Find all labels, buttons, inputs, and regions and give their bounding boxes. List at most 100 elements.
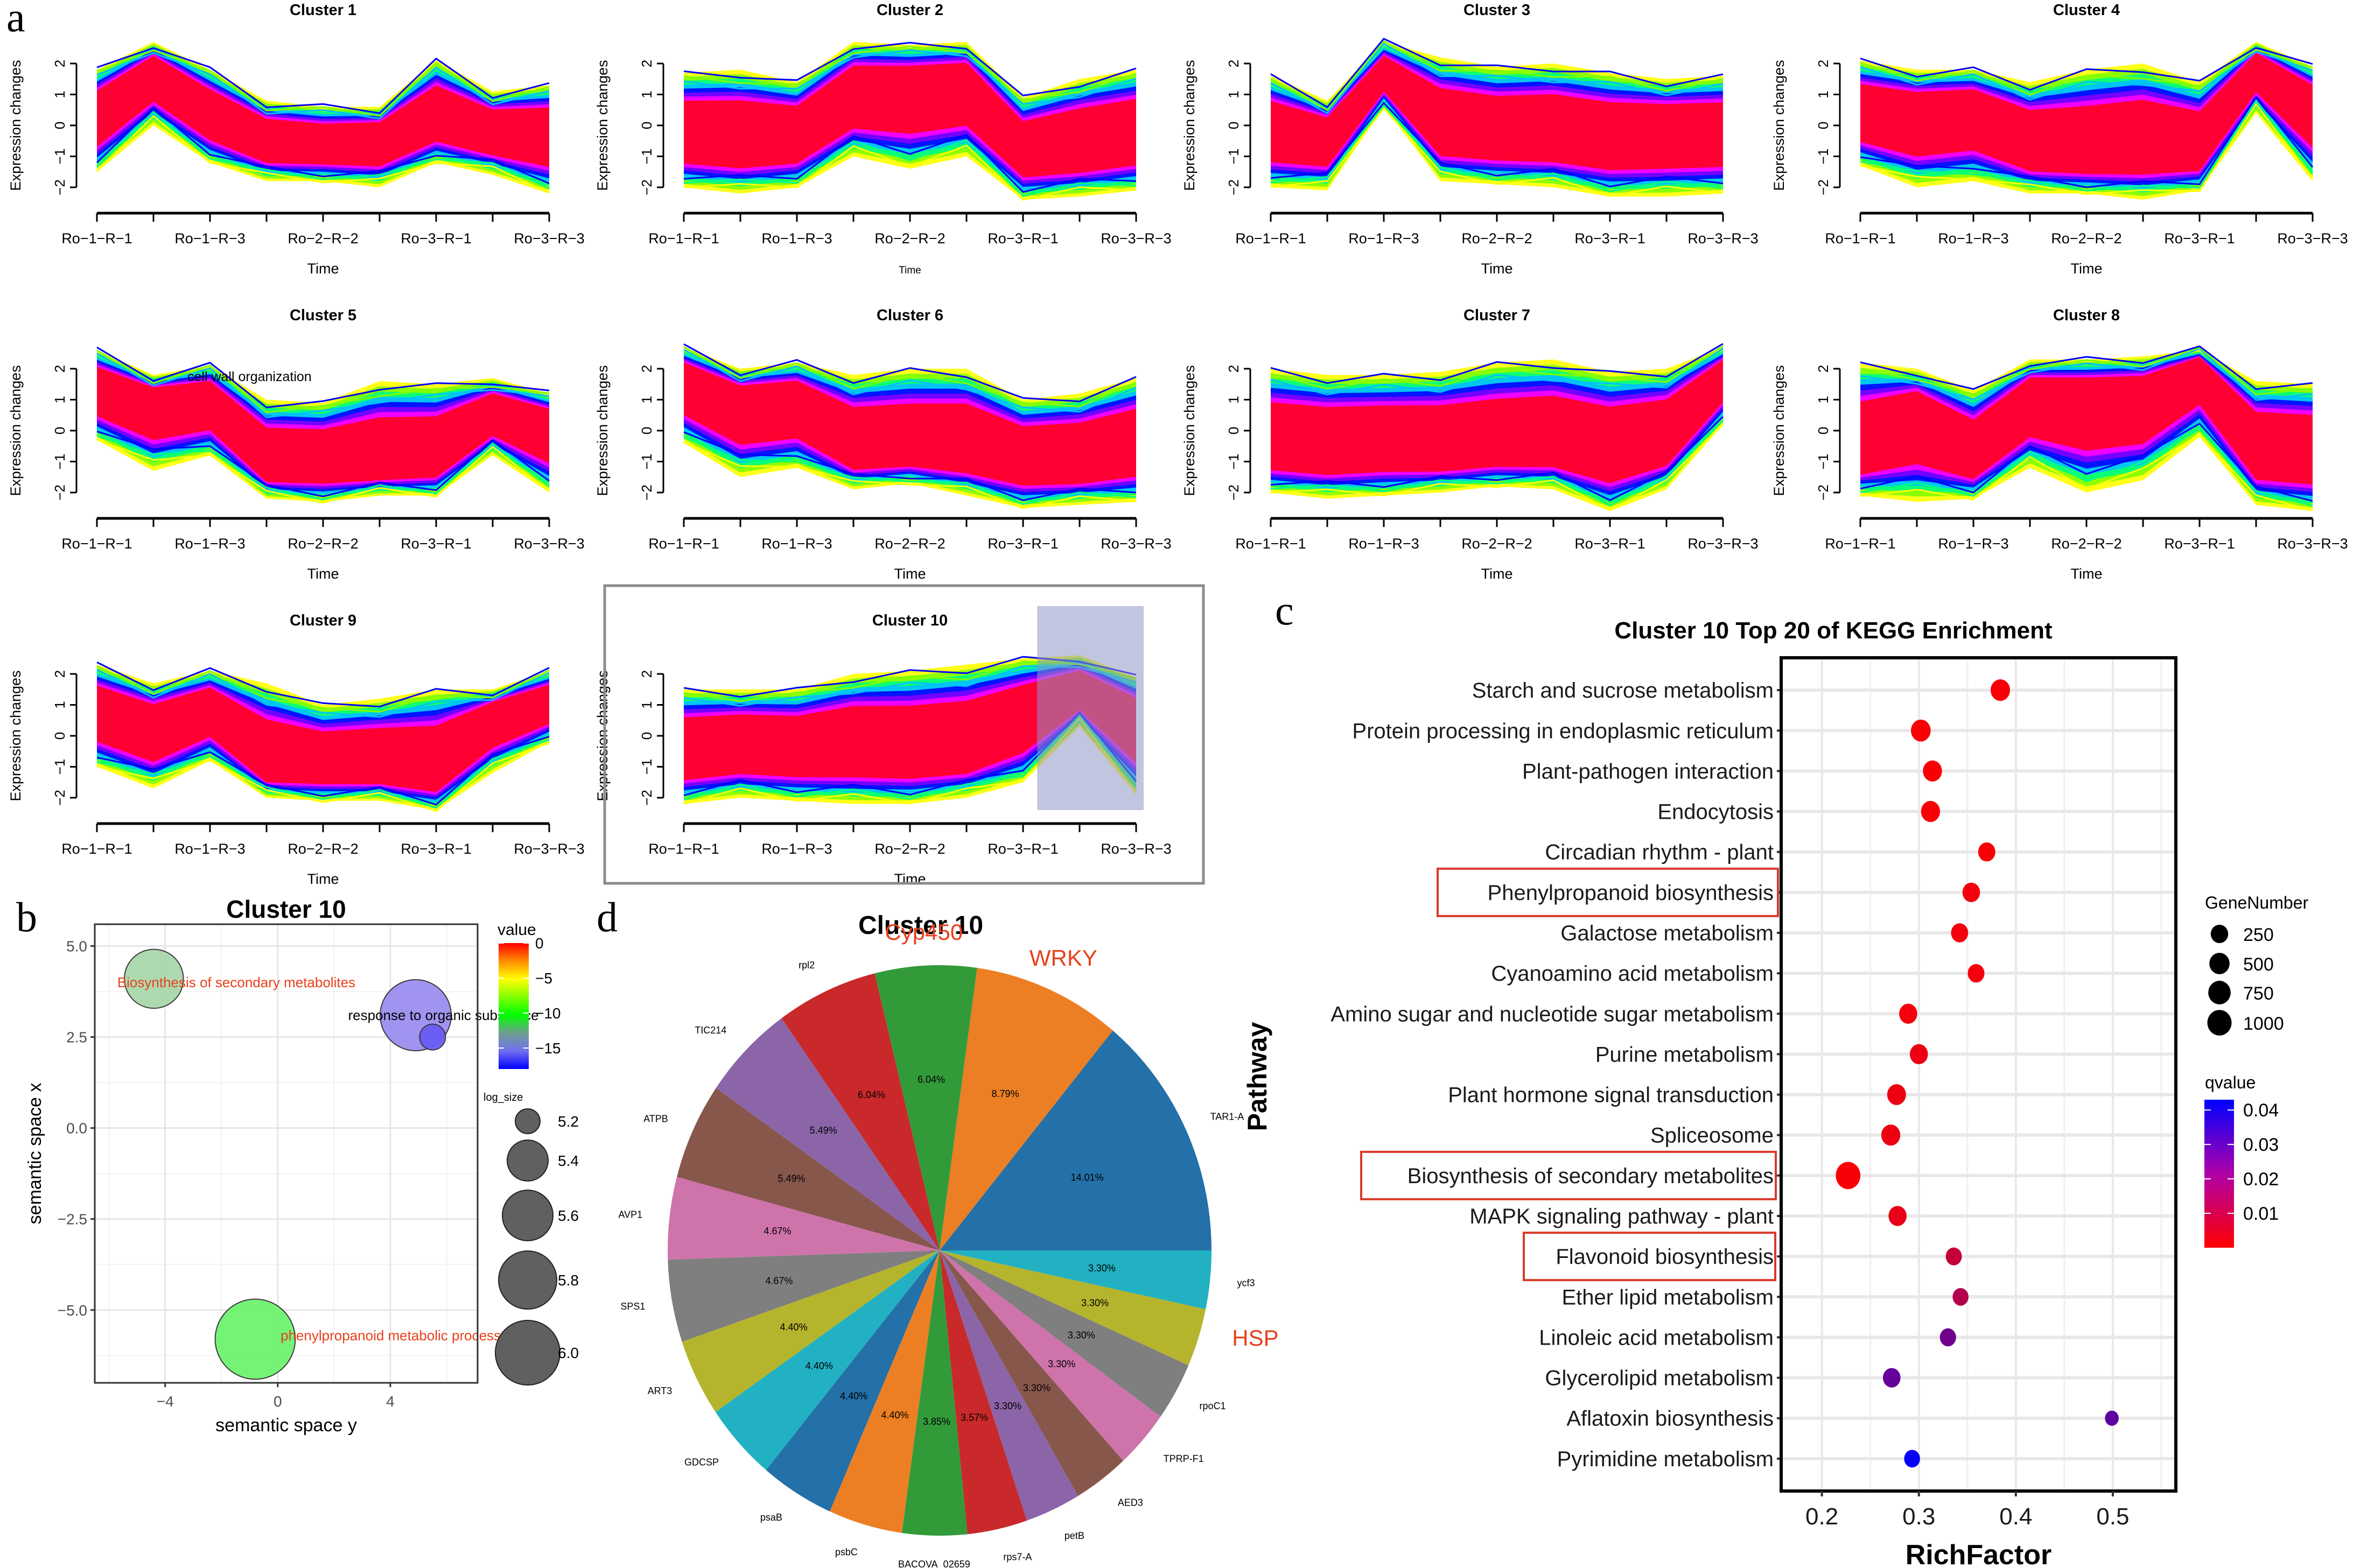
y-tick-label: −5.0 xyxy=(58,1302,87,1319)
kegg-enrichment-panel: Cluster 10 Top 20 of KEGG Enrichment Star… xyxy=(1242,617,2308,1568)
cluster-band xyxy=(1271,360,1723,483)
y-tick-label: −2.5 xyxy=(58,1211,87,1228)
pie-slice-label: AVP1 xyxy=(618,1210,642,1220)
cluster-title: Cluster 10 xyxy=(872,612,948,629)
y-tick-label: 2 xyxy=(1225,365,1242,372)
x-axis-label: Time xyxy=(899,265,921,276)
gene-profile-line xyxy=(1270,347,1724,396)
x-tick-label: 0.4 xyxy=(1999,1503,2032,1530)
x-tick-label: Ro−3−R−3 xyxy=(1687,536,1758,552)
x-axis-label: RichFactor xyxy=(1906,1539,2052,1568)
x-tick-label: Ro−3−R−1 xyxy=(2164,536,2235,552)
y-tick-label: 2 xyxy=(1815,365,1831,372)
kegg-dot xyxy=(1962,882,1980,902)
qvalue-legend-label: 0.03 xyxy=(2243,1135,2279,1155)
pathway-label: Circadian rhythm - plant xyxy=(1545,841,1774,864)
y-tick-label: −2 xyxy=(52,790,68,806)
pie-slice xyxy=(940,1250,1206,1366)
x-tick-label: Ro−3−R−3 xyxy=(1687,230,1758,247)
x-tick-label: 4 xyxy=(386,1393,395,1410)
pathway-label: Cyanoamino acid metabolism xyxy=(1491,962,1774,986)
genenumber-legend-label: 250 xyxy=(2243,925,2274,945)
x-tick-label: Ro−3−R−3 xyxy=(514,536,584,552)
gene-profile-line xyxy=(683,41,1137,97)
semantic-frame xyxy=(94,923,479,1384)
x-tick-label: Ro−3−R−1 xyxy=(401,841,471,857)
x-tick-label: Ro−1−R−1 xyxy=(1825,230,1895,247)
kegg-dot xyxy=(1951,923,1969,943)
y-tick-label: −1 xyxy=(52,454,68,470)
gene-profile-line xyxy=(683,49,1137,105)
y-tick-label: −2 xyxy=(1225,179,1242,195)
gene-profile-line xyxy=(683,45,1137,101)
genenumber-legend-dot xyxy=(2207,1010,2232,1036)
gene-profile-line xyxy=(683,133,1137,193)
x-axis-label: Time xyxy=(307,871,339,887)
x-axis-label: Time xyxy=(894,566,926,582)
cluster-band xyxy=(684,362,1136,486)
gene-profile-line xyxy=(96,349,550,413)
x-tick-label: Ro−1−R−1 xyxy=(648,841,719,857)
gene-profile-line xyxy=(1270,107,1724,197)
gene-profile-line xyxy=(1860,345,2313,390)
kegg-dot xyxy=(1899,1003,1917,1024)
pathway-label: Aflatoxin biosynthesis xyxy=(1566,1407,1774,1431)
pathway-label: Amino sugar and nucleotide sugar metabol… xyxy=(1330,1002,1774,1026)
pie-slice xyxy=(682,1250,940,1412)
gene-profile-line xyxy=(96,665,550,713)
x-tick-label: Ro−1−R−1 xyxy=(1235,536,1306,552)
y-tick-label: 1 xyxy=(639,90,655,98)
x-tick-label: Ro−3−R−1 xyxy=(1574,536,1645,552)
pie-pct-label: 4.40% xyxy=(840,1390,867,1401)
x-tick-label: Ro−1−R−1 xyxy=(61,536,132,552)
x-tick-label: Ro−1−R−3 xyxy=(1348,230,1419,247)
pathway-label: Pyrimidine metabolism xyxy=(1557,1447,1774,1471)
y-axis-label: Pathway xyxy=(1242,1022,1272,1131)
pathway-highlight-box xyxy=(1360,1150,1777,1200)
gene-profile-line xyxy=(96,115,550,194)
y-axis-label: Expression changes xyxy=(8,60,24,191)
x-tick-label: Ro−1−R−1 xyxy=(1235,230,1306,247)
gene-profile-line xyxy=(1270,416,1724,502)
y-tick-label: 0 xyxy=(52,122,68,129)
y-axis-label: Expression changes xyxy=(1181,365,1197,496)
cluster-plot: Cluster 8 −2 −1 0 1 2 Expression changes Ro−1−R… xyxy=(1771,307,2348,582)
x-tick-label: Ro−3−R−3 xyxy=(1101,230,1171,247)
x-tick-label: Ro−3−R−3 xyxy=(514,230,584,247)
x-tick-label: Ro−3−R−1 xyxy=(988,841,1058,857)
cluster-plot: Cluster 4 −2 −1 0 1 2 Expression changes Ro−1−R… xyxy=(1771,2,2348,277)
pie-slice-label: psbC xyxy=(835,1547,858,1558)
y-tick-label: −1 xyxy=(1815,454,1831,470)
pie-slice xyxy=(940,1250,1027,1535)
qvalue-legend-title: qvalue xyxy=(2205,1073,2256,1092)
y-axis-label: Expression changes xyxy=(8,365,24,496)
x-tick-label: Ro−2−R−2 xyxy=(2051,536,2121,552)
semantic-bubble xyxy=(214,1298,296,1380)
bubble-label: phenylpropanoid metabolic process xyxy=(281,1327,501,1344)
pathway-highlight-box xyxy=(1437,867,1779,917)
cluster-band xyxy=(684,671,1136,781)
size-legend-label: 5.8 xyxy=(558,1272,579,1289)
kegg-dot xyxy=(1967,964,1985,983)
value-colorbar xyxy=(499,943,529,1069)
x-axis-label: Time xyxy=(307,261,339,277)
y-tick-label: 2 xyxy=(1225,60,1242,67)
semantic-space-panel: Cluster 10 Biosynthesis of secondary meta… xyxy=(25,895,579,1436)
x-tick-label: −4 xyxy=(157,1393,174,1410)
pie-slice-label: rpoC1 xyxy=(1200,1401,1226,1411)
pie-slice xyxy=(716,1018,940,1250)
y-axis-label: Expression changes xyxy=(1771,365,1787,496)
x-tick-label: Ro−3−R−1 xyxy=(1574,230,1645,247)
y-tick-label: −1 xyxy=(52,759,68,775)
qvalue-legend-label: 0.02 xyxy=(2243,1169,2279,1190)
kegg-dot xyxy=(1945,1247,1962,1265)
gene-profile-line xyxy=(1860,428,2313,507)
size-legend-circle xyxy=(498,1250,557,1310)
y-axis-label: semantic space x xyxy=(25,1083,45,1225)
pie-pct-label: 3.30% xyxy=(1048,1359,1075,1369)
gene-profile-line xyxy=(96,739,550,809)
size-legend-title: log_size xyxy=(484,1092,523,1103)
y-tick-label: 0 xyxy=(52,732,68,740)
pathway-label: Protein processing in endoplasmic reticu… xyxy=(1352,719,1774,743)
cluster-title: Cluster 2 xyxy=(877,2,943,19)
